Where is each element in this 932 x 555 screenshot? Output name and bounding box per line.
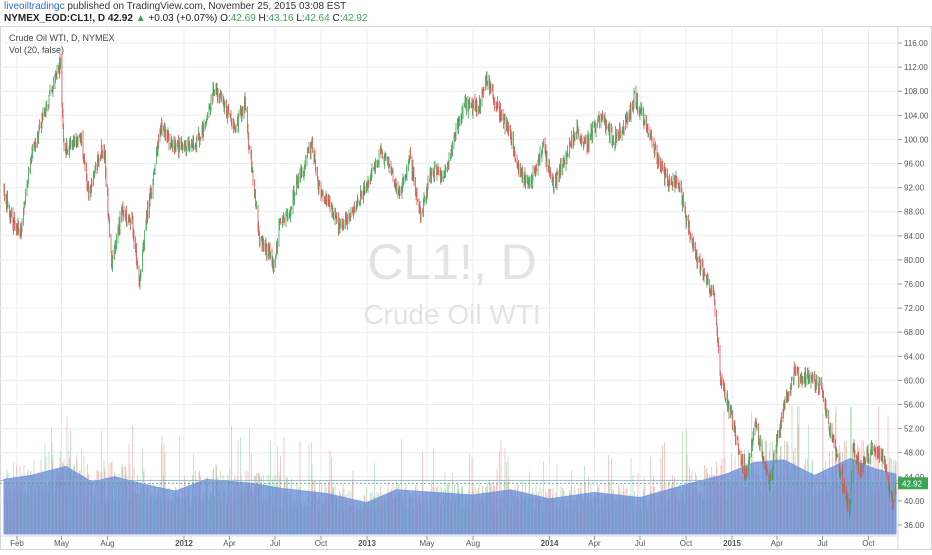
x-tick-label: 2013 (358, 539, 376, 548)
time-axis[interactable]: Feb May Aug 2012 Apr Jul Oct 2013 May Aug 2014 Apr J… (0, 535, 898, 548)
x-tick-label: 2014 (541, 539, 559, 548)
open-value: 42.69 (230, 13, 256, 24)
x-tick-label: Jul (635, 539, 645, 548)
high-label: H: (258, 13, 269, 24)
y-tick-label: 116.00 (904, 39, 928, 48)
y-tick-label: 96.00 (904, 160, 925, 169)
y-tick-label: 72.00 (904, 304, 925, 313)
y-tick-label: 88.00 (904, 208, 925, 217)
x-tick-label: Oct (315, 539, 328, 548)
y-tick-label: 108.00 (904, 87, 929, 96)
x-tick-label: Oct (680, 539, 693, 548)
y-tick-label: 112.00 (904, 63, 928, 72)
y-tick-label: 36.00 (904, 521, 925, 530)
x-tick-label: Aug (100, 539, 114, 548)
x-tick-label: Feb (10, 539, 24, 548)
price-axis[interactable]: 116.00 112.00 108.00 104.00 100.00 96.00 92.00… (897, 26, 929, 550)
x-tick-label: Jul (270, 539, 280, 548)
y-tick-label: 48.00 (904, 449, 925, 458)
y-tick-label: 40.00 (904, 497, 925, 506)
open-label: O: (220, 13, 231, 24)
y-tick-label: 56.00 (904, 400, 925, 409)
symbol-line: NYMEX_EOD:CL1!, D 42.92 (4, 13, 133, 24)
last-price: 42.92 (0, 477, 928, 490)
x-tick-label: 2012 (175, 539, 193, 548)
y-tick-label: 76.00 (904, 280, 925, 289)
price-chart[interactable]: CL1!, D Crude Oil WTI 116.00 112.00 108.00… (0, 26, 932, 550)
y-tick-label: 64.00 (904, 352, 925, 361)
candles (3, 53, 897, 519)
close-value: 42.92 (342, 13, 368, 24)
x-tick-label: Aug (466, 539, 480, 548)
x-tick-label: May (54, 539, 69, 548)
x-tick-label: Jul (817, 539, 827, 548)
volume-bars (0, 406, 898, 535)
watermark-symbol: CL1!, D (367, 234, 537, 290)
y-tick-label: 52.00 (904, 425, 925, 434)
change-value: +0.03 (+0.07%) (148, 13, 218, 24)
last-price-label: 42.92 (902, 479, 923, 488)
publish-text: published on TradingView.com, November 2… (64, 1, 347, 12)
x-tick-label: Apr (588, 539, 601, 548)
watermark-name: Crude Oil WTI (363, 299, 540, 330)
y-tick-label: 44.00 (904, 473, 925, 482)
x-tick-label: Apr (223, 539, 236, 548)
y-tick-label: 84.00 (904, 232, 925, 241)
close-label: C: (332, 13, 343, 24)
author-link[interactable]: liveoiltradingc (4, 1, 65, 12)
last-price-tag (898, 477, 928, 490)
x-tick-label: Oct (862, 539, 875, 548)
indicator-title: Vol (20, false) (9, 45, 64, 55)
x-tick-label: May (419, 539, 434, 548)
high-value: 43.16 (268, 13, 294, 24)
series-title: Crude Oil WTI, D, NYMEX (9, 33, 115, 43)
y-tick-label: 92.00 (904, 184, 925, 193)
y-tick-label: 104.00 (904, 111, 929, 120)
x-tick-label: 2015 (723, 539, 741, 548)
change-arrow-icon: ▲ (135, 13, 146, 24)
low-label: L: (296, 13, 305, 24)
x-tick-label: Apr (771, 539, 784, 548)
y-tick-label: 68.00 (904, 328, 925, 337)
y-tick-label: 100.00 (904, 135, 929, 144)
y-tick-label: 80.00 (904, 256, 925, 265)
symbol-info: NYMEX_EOD:CL1!, D 42.92 ▲ +0.03 (+0.07%)… (4, 13, 368, 24)
y-tick-label: 60.00 (904, 376, 925, 385)
chart-area[interactable]: CL1!, D Crude Oil WTI 116.00 112.00 108.00… (0, 26, 932, 550)
low-value: 42.64 (304, 13, 330, 24)
publish-info: liveoiltradingc published on TradingView… (4, 1, 346, 12)
